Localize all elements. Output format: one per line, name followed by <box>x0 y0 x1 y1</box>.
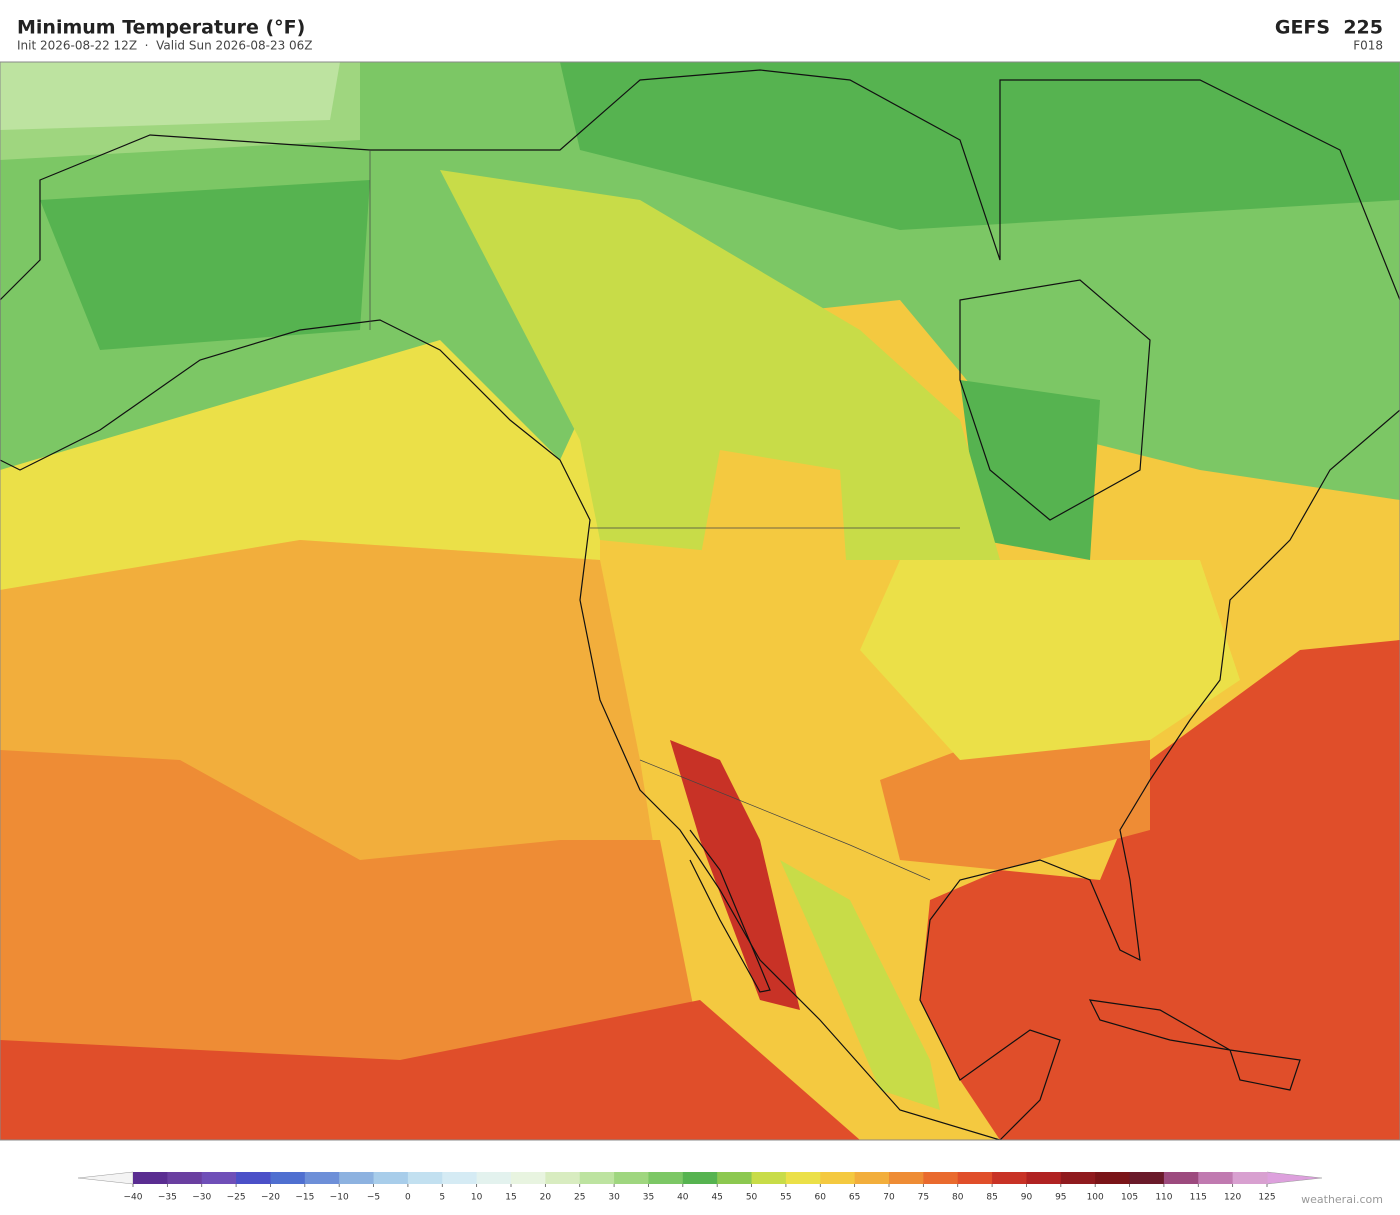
colorbar-swatch <box>992 1172 1027 1184</box>
colorbar-tick-label: 120 <box>1224 1193 1241 1203</box>
colorbar-swatch <box>751 1172 787 1184</box>
colorbar-tick-label: 60 <box>815 1193 827 1203</box>
colorbar-tick-label: 25 <box>574 1193 585 1203</box>
colorbar-tick-label: −10 <box>330 1193 349 1203</box>
colorbar-swatch <box>476 1172 512 1184</box>
colorbar-swatch <box>1060 1172 1096 1184</box>
colorbar-under <box>77 1171 134 1185</box>
colorbar-tick-label: 80 <box>952 1193 964 1203</box>
colorbar-swatch <box>236 1172 271 1184</box>
colorbar-tick-label: 110 <box>1155 1193 1172 1203</box>
title: Minimum Temperature (°F) <box>17 17 305 39</box>
colorbar-tick-label: −15 <box>295 1193 314 1203</box>
colorbar-tick-label: −5 <box>367 1193 380 1203</box>
colorbar-tick-label: 115 <box>1190 1193 1207 1203</box>
colorbar-tick-label: 85 <box>986 1193 997 1203</box>
colorbar-swatch <box>442 1172 478 1184</box>
colorbar-swatch <box>854 1172 890 1184</box>
colorbar-swatch <box>167 1172 203 1184</box>
colorbar-swatch <box>682 1172 718 1184</box>
colorbar-swatch <box>511 1172 546 1184</box>
colorbar-swatch <box>923 1172 959 1184</box>
colorbar-swatch <box>579 1172 615 1184</box>
colorbar-tick-label: 5 <box>439 1193 445 1203</box>
colorbar-swatch <box>1163 1172 1199 1184</box>
colorbar-tick-label: 55 <box>780 1193 791 1203</box>
colorbar-swatch <box>407 1172 443 1184</box>
colorbar-tick-label: 30 <box>608 1193 620 1203</box>
colorbar-swatch <box>648 1172 684 1184</box>
colorbar-tick-label: 20 <box>540 1193 552 1203</box>
colorbar: −40 −35 −30 −25 −20 −15 −10 −5 0 5 10 15 20 25 30 35 40 4… <box>77 1171 1323 1203</box>
forecast-hour: F018 <box>1353 39 1383 53</box>
colorbar-tick-label: 95 <box>1055 1193 1066 1203</box>
colorbar-swatch <box>820 1172 856 1184</box>
colorbar-swatch <box>614 1172 649 1184</box>
colorbar-swatch <box>1232 1172 1268 1184</box>
colorbar-swatch <box>339 1172 375 1184</box>
subtitle: Init 2026-08-22 12Z · Valid Sun 2026-08-… <box>17 39 313 53</box>
colorbar-swatch <box>717 1172 753 1184</box>
colorbar-swatch <box>957 1172 993 1184</box>
colorbar-tick-label: 70 <box>883 1193 895 1203</box>
colorbar-tick-label: 45 <box>711 1193 722 1203</box>
colorbar-tick-label: −35 <box>158 1193 177 1203</box>
colorbar-swatch <box>1198 1172 1234 1184</box>
colorbar-swatch <box>1129 1172 1165 1184</box>
colorbar-tick-label: 100 <box>1087 1193 1104 1203</box>
colorbar-swatch <box>201 1172 237 1184</box>
map <box>0 61 1400 1141</box>
colorbar-tick-label: 15 <box>505 1193 516 1203</box>
colorbar-tick-label: 0 <box>405 1193 411 1203</box>
colorbar-swatch <box>545 1172 581 1184</box>
colorbar-swatch <box>889 1172 924 1184</box>
colorbar-tick-label: −25 <box>227 1193 246 1203</box>
colorbar-tick-label: 40 <box>677 1193 689 1203</box>
colorbar-swatch <box>304 1172 340 1184</box>
colorbar-over <box>1266 1171 1323 1185</box>
colorbar-tick-label: −30 <box>192 1193 211 1203</box>
colorbar-tick-label: 105 <box>1121 1193 1138 1203</box>
colorbar-tick-label: 35 <box>643 1193 654 1203</box>
colorbar-tick-label: 125 <box>1258 1193 1275 1203</box>
colorbar-swatch <box>373 1172 409 1184</box>
colorbar-tick-label: 50 <box>746 1193 758 1203</box>
colorbar-tick-label: −40 <box>124 1193 143 1203</box>
watermark: weatherai.com <box>1301 1193 1383 1206</box>
colorbar-swatch <box>133 1172 168 1184</box>
colorbar-tick-label: −20 <box>261 1193 280 1203</box>
colorbar-swatch <box>270 1172 306 1184</box>
colorbar-tick-label: 75 <box>918 1193 929 1203</box>
model: GEFS 225 <box>1275 17 1383 39</box>
colorbar-swatch <box>1026 1172 1062 1184</box>
colorbar-swatch <box>1095 1172 1131 1184</box>
colorbar-tick-label: 90 <box>1021 1193 1033 1203</box>
colorbar-tick-label: 65 <box>849 1193 860 1203</box>
colorbar-swatch <box>785 1172 821 1184</box>
colorbar-tick-label: 10 <box>471 1193 483 1203</box>
